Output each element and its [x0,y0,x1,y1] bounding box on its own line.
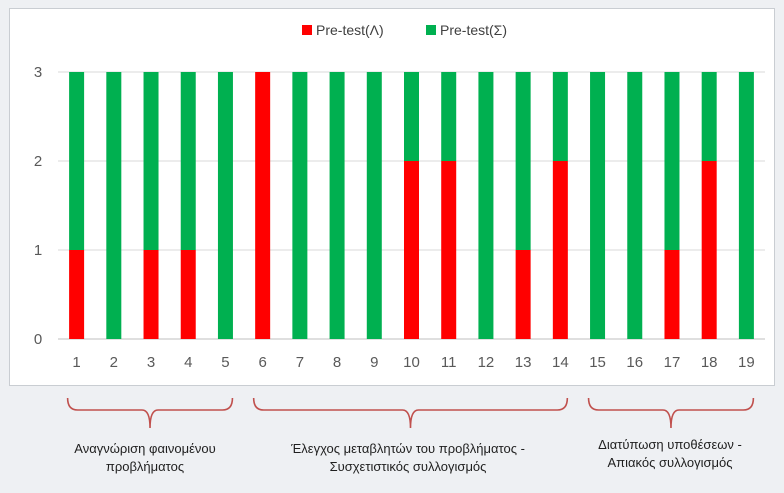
x-tick-label: 13 [515,354,532,371]
x-tick-label: 16 [626,354,643,371]
x-tick-label: 9 [370,354,378,371]
bar-segment [478,72,494,339]
x-tick-label: 2 [110,354,118,371]
x-tick-label: 10 [403,354,420,371]
legend-swatch [302,25,312,35]
x-tick-label: 15 [589,354,606,371]
group-label-line: Έλεγχος μεταβλητών του προβλήματος - [291,441,525,456]
x-tick-label: 5 [221,354,229,371]
bar-segment [441,161,457,339]
legend-swatch [426,25,436,35]
x-axis-ticks: 1 2 3 4 5 6 7 8 9 10 11 12 13 14 15 16 17 18 19 [72,354,754,371]
bars [69,72,754,339]
group-label-line: Διατύπωση υποθέσεων - [598,437,742,452]
x-tick-label: 7 [296,354,304,371]
group-label-line: Συσχετιστικός συλλογισμός [329,459,487,474]
bar-segment [441,72,457,161]
x-tick-label: 3 [147,354,155,371]
legend-entry: Pre-test(Σ) [426,22,507,38]
bar-segment [292,72,308,339]
y-tick-label: 2 [34,153,42,170]
group-label-line: Αναγνώριση φαινομένου [74,441,216,456]
bar-segment [664,72,680,250]
bar-segment [627,72,643,339]
bar-segment [404,72,419,161]
group-label-variable-control: Έλεγχος μεταβλητών του προβλήματος - Συσ… [258,440,558,476]
bar-segment [701,161,717,339]
y-tick-label: 0 [34,331,42,348]
bar-segment [217,72,233,339]
legend: Pre-test(Λ) Pre-test(Σ) [302,22,507,38]
x-tick-label: 4 [184,354,192,371]
bar-segment [69,250,85,339]
x-tick-label: 12 [478,354,495,371]
legend-label: Pre-test(Σ) [440,22,507,38]
group-label-line: Απιακός συλλογισμός [607,455,733,470]
bar-segment [738,72,754,339]
x-tick-label: 19 [738,354,755,371]
group-bracket [252,397,569,429]
bar-segment [106,72,122,339]
bar-segment [143,72,159,250]
legend-label: Pre-test(Λ) [316,22,384,38]
bar-segment [69,72,85,250]
group-label-hypothesis-formulation: Διατύπωση υποθέσεων - Απιακός συλλογισμό… [575,436,765,472]
bar-segment [590,72,606,339]
bar-segment [404,161,419,339]
bar-segment [515,250,531,339]
group-label-line: προβλήματος [105,459,185,474]
bar-segment [701,72,717,161]
group-bracket [587,397,755,429]
bar-segment [664,250,680,339]
bar-segment [329,72,345,339]
x-tick-label: 18 [701,354,718,371]
x-tick-label: 1 [72,354,80,371]
x-tick-label: 14 [552,354,569,371]
legend-entry: Pre-test(Λ) [302,22,384,38]
y-axis-ticks: 0 1 2 3 [34,64,42,348]
x-tick-label: 8 [333,354,341,371]
y-tick-label: 1 [34,242,42,259]
bar-segment [366,72,382,339]
x-tick-label: 6 [258,354,266,371]
bar-segment [515,72,531,250]
bar-segment [552,72,568,161]
bar-segment [552,161,568,339]
group-bracket [66,397,234,429]
bar-segment [255,72,271,339]
y-tick-label: 3 [34,64,42,81]
x-tick-label: 17 [664,354,681,371]
bar-segment [143,250,159,339]
x-tick-label: 11 [441,354,457,371]
group-label-problem-recognition: Αναγνώριση φαινομένου προβλήματος [40,440,250,476]
bar-segment [180,250,196,339]
bar-segment [180,72,196,250]
